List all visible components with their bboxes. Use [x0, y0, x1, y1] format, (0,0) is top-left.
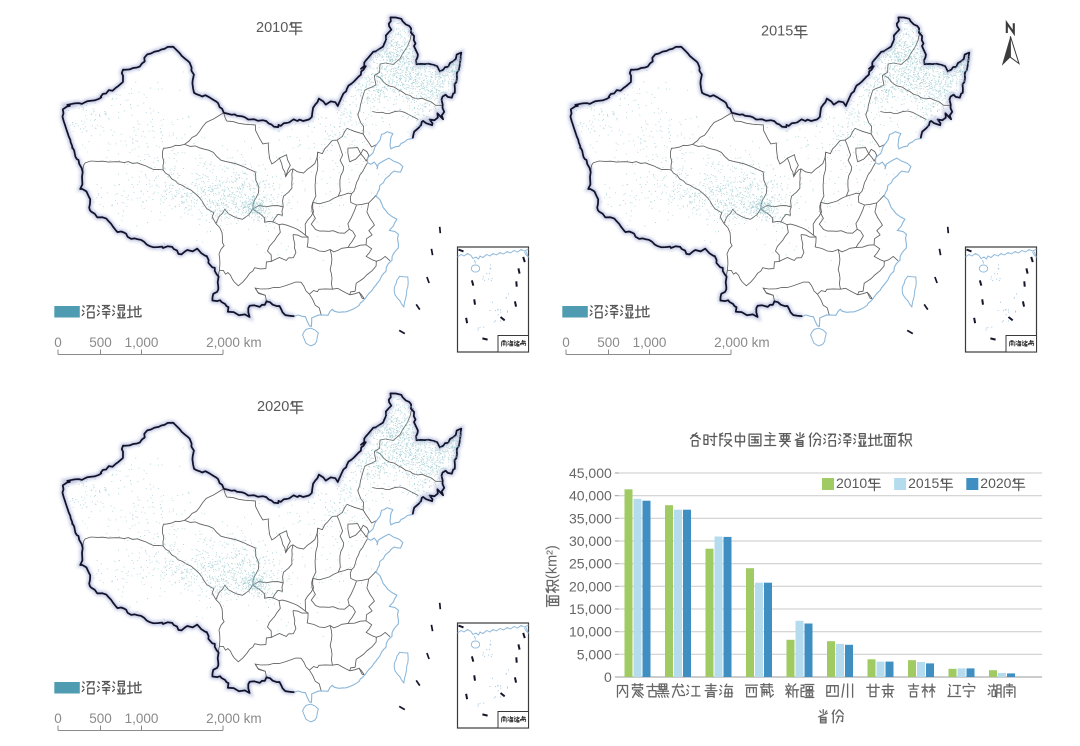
- svg-text:40,000: 40,000: [569, 488, 612, 504]
- svg-text:45,000: 45,000: [569, 465, 612, 481]
- svg-text:2020: 2020: [980, 475, 1011, 491]
- svg-text:0: 0: [604, 669, 612, 685]
- svg-text:(km²): (km²): [545, 545, 561, 579]
- svg-text:2010: 2010: [256, 20, 288, 36]
- svg-text:30,000: 30,000: [569, 533, 612, 549]
- svg-text:10,000: 10,000: [569, 624, 612, 640]
- svg-text:25,000: 25,000: [569, 556, 612, 572]
- svg-text:5,000: 5,000: [577, 646, 612, 662]
- svg-text:2015: 2015: [761, 24, 793, 40]
- svg-text:35,000: 35,000: [569, 510, 612, 526]
- svg-text:2015: 2015: [908, 475, 939, 491]
- svg-text:2010: 2010: [836, 475, 867, 491]
- svg-text:15,000: 15,000: [569, 601, 612, 617]
- svg-text:2020: 2020: [257, 399, 289, 415]
- svg-text:20,000: 20,000: [569, 578, 612, 594]
